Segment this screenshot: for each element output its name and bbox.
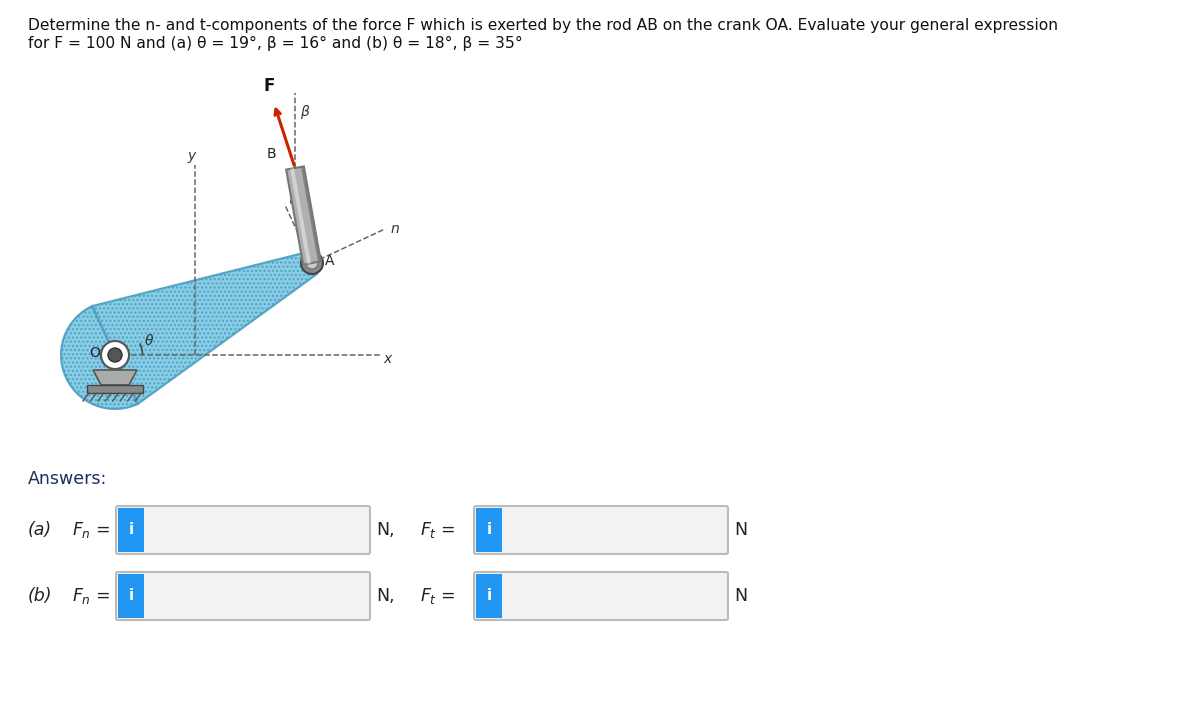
- FancyBboxPatch shape: [474, 572, 728, 620]
- Text: t: t: [288, 193, 294, 207]
- Circle shape: [101, 341, 130, 369]
- Text: $F_n$ =: $F_n$ =: [72, 520, 110, 540]
- Polygon shape: [301, 167, 320, 262]
- Text: y: y: [187, 149, 196, 163]
- Text: Answers:: Answers:: [28, 470, 107, 488]
- Circle shape: [108, 348, 122, 362]
- Bar: [476, 508, 502, 552]
- Text: β: β: [300, 105, 308, 119]
- Text: N,: N,: [376, 521, 395, 539]
- Text: i: i: [128, 589, 133, 604]
- Bar: [118, 574, 144, 618]
- Text: N: N: [734, 587, 748, 605]
- FancyBboxPatch shape: [116, 506, 370, 554]
- Text: B: B: [266, 147, 277, 161]
- Polygon shape: [61, 252, 317, 409]
- Bar: [88, 385, 143, 393]
- FancyBboxPatch shape: [474, 506, 728, 554]
- Text: (a): (a): [28, 521, 52, 539]
- Text: $F_n$ =: $F_n$ =: [72, 586, 110, 606]
- Text: O: O: [89, 346, 100, 360]
- Text: n: n: [390, 222, 400, 236]
- FancyBboxPatch shape: [116, 572, 370, 620]
- Text: x: x: [383, 352, 391, 366]
- Polygon shape: [94, 370, 137, 385]
- Polygon shape: [286, 167, 320, 265]
- Text: i: i: [128, 523, 133, 538]
- Circle shape: [301, 252, 323, 274]
- Text: i: i: [486, 523, 492, 538]
- Bar: [118, 508, 144, 552]
- Text: $F_t$ =: $F_t$ =: [420, 520, 456, 540]
- Text: F: F: [263, 78, 275, 95]
- Text: θ: θ: [145, 334, 154, 348]
- Polygon shape: [290, 168, 311, 264]
- Text: (b): (b): [28, 587, 53, 605]
- Bar: [476, 574, 502, 618]
- Text: i: i: [486, 589, 492, 604]
- Text: Determine the n- and t-components of the force F which is exerted by the rod AB : Determine the n- and t-components of the…: [28, 18, 1058, 33]
- Text: for F = 100 N and (a) θ = 19°, β = 16° and (b) θ = 18°, β = 35°: for F = 100 N and (a) θ = 19°, β = 16° a…: [28, 36, 523, 51]
- Text: N,: N,: [376, 587, 395, 605]
- Text: $F_t$ =: $F_t$ =: [420, 586, 456, 606]
- Text: N: N: [734, 521, 748, 539]
- Circle shape: [306, 257, 318, 269]
- Text: A: A: [325, 254, 335, 268]
